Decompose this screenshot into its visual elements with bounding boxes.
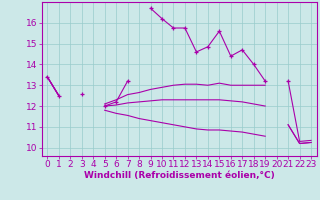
X-axis label: Windchill (Refroidissement éolien,°C): Windchill (Refroidissement éolien,°C): [84, 171, 275, 180]
